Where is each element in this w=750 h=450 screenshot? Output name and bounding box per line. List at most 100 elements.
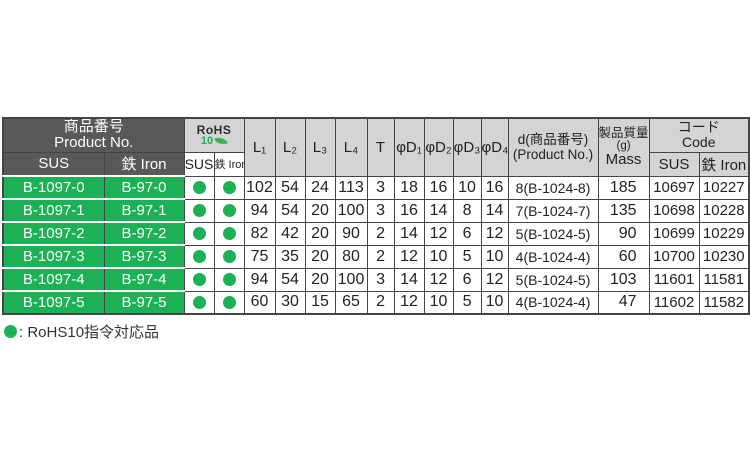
d3-value: 10 (452, 175, 482, 200)
rohs-legend-dot-icon (4, 324, 17, 338)
rohs-number-text: 10 (200, 135, 214, 148)
d2-value: 10 (423, 244, 454, 269)
table-row: B-1097-2 B-97-2 82 42 20 90 2 14 12 6 12… (2, 221, 750, 246)
product-no-sus-cell: B-1097-4 (2, 267, 105, 292)
d1-value: 12 (393, 244, 425, 269)
rohs-sus-status-cell (183, 290, 215, 315)
d1-value: 12 (393, 290, 425, 315)
l3-value: 20 (304, 221, 336, 246)
d1-value: 14 (393, 221, 425, 246)
t-value: 2 (366, 290, 395, 315)
l1-value: 60 (243, 290, 276, 315)
l2-value: 35 (274, 244, 306, 269)
rohs-sus-status-cell (183, 267, 215, 292)
l3-value: 20 (304, 198, 336, 223)
product-no-sus-cell: B-1097-5 (2, 290, 105, 315)
t-value: 3 (366, 267, 395, 292)
product-no-en-label: Product No. (54, 134, 134, 152)
col-header-l2: L₂ (274, 117, 306, 177)
t-value: 2 (366, 244, 395, 269)
code-iron-value: 10227 (698, 175, 750, 200)
product-no-iron-cell: B-97-3 (103, 244, 185, 269)
l2-value: 54 (274, 267, 306, 292)
d4-value: 10 (480, 290, 509, 315)
product-no-iron-cell: B-97-2 (103, 221, 185, 246)
table-row: B-1097-0 B-97-0 102 54 24 113 3 18 16 10… (2, 175, 750, 200)
d4-value: 12 (480, 221, 509, 246)
code-iron-value: 10229 (698, 221, 750, 246)
rohs-compliant-dot-icon (222, 249, 236, 263)
product-iron-subheader: 鉄 Iron (103, 151, 185, 177)
t-value: 3 (366, 198, 395, 223)
d-product-no-value: 7(B-1024-7) (507, 198, 599, 223)
rohs-sus-status-cell (183, 175, 215, 200)
code-sus-value: 10700 (648, 244, 700, 269)
l4-value: 80 (334, 244, 368, 269)
rohs-compliant-dot-icon (222, 272, 236, 286)
rohs-compliant-dot-icon (192, 272, 206, 286)
product-spec-table: 商品番号 Product No. RoHS 10 L₁ L₂ L₃ L₄ T φ… (2, 117, 750, 315)
rohs-legend: : RoHS10指令対応品 (4, 322, 160, 341)
code-iron-value: 11581 (698, 267, 750, 292)
l4-value: 65 (334, 290, 368, 315)
col-header-l4: L₄ (334, 117, 368, 177)
rohs-compliant-dot-icon (192, 226, 206, 240)
rohs-compliant-dot-icon (222, 295, 236, 309)
product-no-sus-cell: B-1097-2 (2, 221, 105, 246)
l2-value: 54 (274, 175, 306, 200)
rohs-brand-text: RoHS (196, 123, 232, 138)
rohs-compliant-dot-icon (222, 203, 236, 217)
code-iron-value: 10228 (698, 198, 750, 223)
rohs-iron-status-cell (213, 175, 245, 200)
code-iron-subheader: 鉄 Iron (698, 151, 750, 177)
rohs-sus-status-cell (183, 244, 215, 269)
l4-value: 90 (334, 221, 368, 246)
l3-value: 20 (304, 267, 336, 292)
col-header-d4: φD₄ (480, 117, 509, 177)
d-product-no-value: 8(B-1024-8) (507, 175, 599, 200)
table-row: B-1097-5 B-97-5 60 30 15 65 2 12 10 5 10… (2, 290, 750, 315)
table-row: B-1097-4 B-97-4 94 54 20 100 3 14 12 6 1… (2, 267, 750, 292)
col-header-l3: L₃ (304, 117, 336, 177)
l2-value: 30 (274, 290, 306, 315)
code-sus-value: 10697 (648, 175, 700, 200)
code-iron-value: 11582 (698, 290, 750, 315)
d3-value: 8 (452, 198, 482, 223)
rohs-iron-status-cell (213, 244, 245, 269)
mass-value: 60 (597, 244, 650, 269)
rohs-compliant-dot-icon (192, 180, 206, 194)
rohs-compliant-dot-icon (192, 295, 206, 309)
table-row: B-1097-3 B-97-3 75 35 20 80 2 12 10 5 10… (2, 244, 750, 269)
rohs-sus-status-cell (183, 198, 215, 223)
rohs-iron-status-cell (213, 290, 245, 315)
product-no-iron-cell: B-97-0 (103, 175, 185, 200)
l3-value: 20 (304, 244, 336, 269)
rohs-compliant-dot-icon (222, 226, 236, 240)
rohs-sus-subheader: SUS (183, 151, 215, 177)
col-header-l1: L₁ (243, 117, 276, 177)
l4-value: 100 (334, 267, 368, 292)
d2-value: 14 (423, 198, 454, 223)
l4-value: 113 (334, 175, 368, 200)
d4-value: 10 (480, 244, 509, 269)
product-sus-subheader: SUS (2, 151, 105, 177)
l1-value: 102 (243, 175, 276, 200)
rohs-legend-text: : RoHS10指令対応品 (19, 323, 160, 341)
l2-value: 54 (274, 198, 306, 223)
d3-value: 5 (452, 290, 482, 315)
mass-value: 103 (597, 267, 650, 292)
l3-value: 15 (304, 290, 336, 315)
code-iron-value: 10230 (698, 244, 750, 269)
d-product-no-value: 5(B-1024-5) (507, 221, 599, 246)
col-header-t: T (366, 117, 395, 177)
col-header-d2: φD₂ (423, 117, 454, 177)
d3-value: 6 (452, 267, 482, 292)
mass-value: 185 (597, 175, 650, 200)
mass-value: 135 (597, 198, 650, 223)
product-no-sus-cell: B-1097-1 (2, 198, 105, 223)
d-product-no-value: 4(B-1024-4) (507, 244, 599, 269)
col-header-d3: φD₃ (452, 117, 482, 177)
rohs-iron-status-cell (213, 267, 245, 292)
d4-value: 12 (480, 267, 509, 292)
